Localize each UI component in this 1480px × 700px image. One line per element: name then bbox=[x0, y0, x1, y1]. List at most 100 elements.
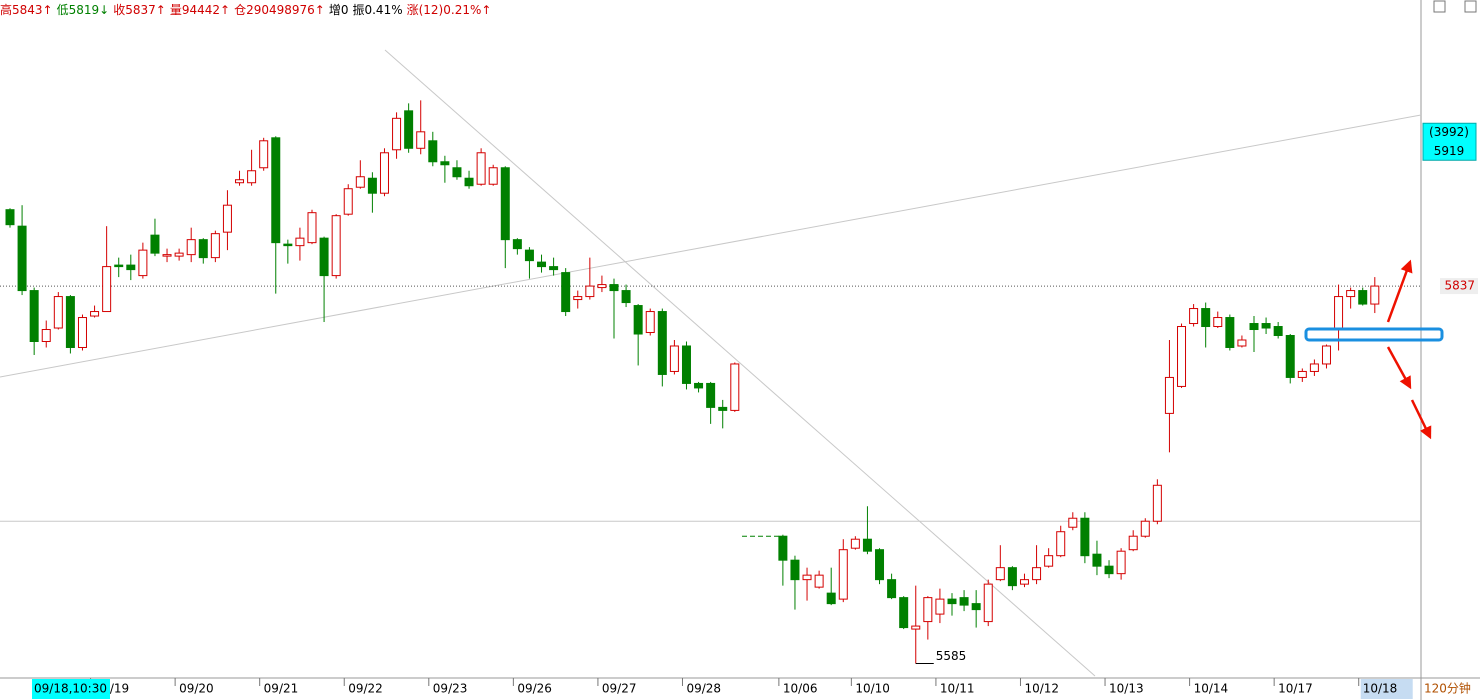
candle-body bbox=[850, 538, 860, 549]
x-tick-label: 09/27 bbox=[602, 682, 637, 696]
candle-body bbox=[1261, 323, 1271, 329]
candle-body bbox=[235, 179, 245, 184]
candle-body bbox=[1116, 550, 1126, 575]
candle-body bbox=[573, 296, 583, 301]
candle-body bbox=[452, 167, 462, 178]
candle-body bbox=[464, 177, 474, 187]
last-price-label: 5837 bbox=[1444, 279, 1475, 293]
candle-body bbox=[1152, 484, 1162, 522]
candle-body bbox=[53, 296, 63, 329]
candle-body bbox=[814, 574, 824, 588]
plot-area: 5585 bbox=[0, 100, 1421, 665]
candle-body bbox=[488, 167, 498, 185]
candle-body bbox=[259, 140, 269, 169]
candle-body bbox=[29, 290, 39, 342]
annotation-arrow bbox=[1386, 346, 1412, 390]
candle-body bbox=[271, 137, 281, 244]
candle-body bbox=[1128, 535, 1138, 551]
x-tick-label: 09/20 bbox=[179, 682, 214, 696]
x-tick-label: 10/17 bbox=[1278, 682, 1313, 696]
x-tick-label: 10/14 bbox=[1194, 682, 1229, 696]
candle-body bbox=[923, 597, 933, 623]
candle-body bbox=[512, 239, 522, 250]
candle-body bbox=[959, 597, 969, 606]
candle-body bbox=[718, 406, 728, 411]
candle-body bbox=[1358, 290, 1368, 305]
candle-body bbox=[440, 161, 450, 166]
candle-body bbox=[862, 538, 872, 552]
candle-body bbox=[537, 261, 547, 268]
candle-body bbox=[1177, 326, 1187, 387]
candle-body bbox=[1201, 308, 1211, 328]
header-item: 仓290498976↑ bbox=[234, 3, 325, 17]
candle-body bbox=[790, 559, 800, 581]
annotation-arrow bbox=[1410, 399, 1432, 440]
candle-body bbox=[1164, 376, 1174, 414]
trend-line bbox=[384, 49, 1096, 677]
x-tick-label: 10/12 bbox=[1024, 682, 1059, 696]
candle-body bbox=[995, 567, 1005, 581]
x-tick-label: 09/23 bbox=[433, 682, 468, 696]
candle-body bbox=[1225, 317, 1235, 348]
period-box bbox=[1422, 679, 1480, 700]
trend-line bbox=[0, 114, 1422, 378]
candle-body bbox=[1104, 565, 1114, 575]
candle-body bbox=[319, 237, 329, 277]
x-tick-label: 10/13 bbox=[1109, 682, 1144, 696]
candle-body bbox=[1370, 285, 1380, 305]
candle-body bbox=[681, 345, 691, 384]
candle-body bbox=[1237, 339, 1247, 347]
x-tick-label: 10/18 bbox=[1363, 682, 1398, 696]
x-tick-label: 10/06 bbox=[783, 682, 818, 696]
x-tick-label: 09/26 bbox=[517, 682, 552, 696]
cursor-time-box bbox=[32, 679, 110, 699]
period-label: 120分钟 bbox=[1424, 681, 1471, 696]
candle-body bbox=[416, 131, 426, 149]
header-text: 高5843↑ 低5819↓ 收5837↑ 量94442↑ 仓290498976↑ 增0 振0… bbox=[0, 2, 491, 17]
candle-body bbox=[645, 311, 655, 334]
candle-body bbox=[983, 583, 993, 623]
candle-body bbox=[476, 152, 486, 185]
candle-body bbox=[669, 345, 679, 372]
candle-body bbox=[1297, 370, 1307, 378]
last-price-label-bg bbox=[1440, 278, 1478, 295]
candle-body bbox=[41, 329, 51, 342]
candle-body bbox=[90, 311, 100, 317]
candle-body bbox=[222, 204, 232, 233]
candle-body bbox=[899, 597, 909, 629]
candle-body bbox=[657, 311, 667, 375]
candle-body bbox=[694, 382, 704, 389]
candle-body bbox=[210, 233, 220, 259]
low-label: 5585 bbox=[936, 649, 967, 663]
candle-body bbox=[1032, 567, 1042, 581]
candle-body bbox=[114, 264, 124, 268]
candle-body bbox=[621, 290, 631, 304]
candle-body bbox=[379, 152, 389, 194]
candle-body bbox=[1321, 345, 1331, 365]
candle-body bbox=[1092, 553, 1102, 567]
candle-body bbox=[971, 603, 981, 611]
window-button[interactable] bbox=[1464, 0, 1477, 13]
candle-body bbox=[597, 284, 607, 289]
header-item: 收5837↑ bbox=[113, 3, 166, 17]
candle-body bbox=[1080, 517, 1090, 557]
x-label-highlight bbox=[1360, 679, 1413, 699]
candle-body bbox=[1189, 308, 1199, 325]
window-button[interactable] bbox=[1433, 0, 1446, 13]
candle-body bbox=[343, 188, 353, 215]
x-tick-label: 10/11 bbox=[940, 682, 975, 696]
header-item: 低5819↓ bbox=[57, 3, 110, 17]
candle-body bbox=[1140, 520, 1150, 537]
candle-body bbox=[1346, 290, 1356, 298]
header-item: 高5843↑ bbox=[0, 2, 53, 17]
cursor-price-box bbox=[1422, 122, 1477, 161]
header-item: 振0.41% bbox=[352, 3, 402, 17]
candle-body bbox=[911, 625, 921, 630]
candle-body bbox=[138, 249, 148, 277]
candle-body bbox=[283, 243, 293, 247]
candle-body bbox=[778, 535, 788, 561]
candle-body bbox=[1056, 531, 1066, 557]
candle-body bbox=[1007, 567, 1017, 587]
candle-body bbox=[1044, 555, 1054, 567]
